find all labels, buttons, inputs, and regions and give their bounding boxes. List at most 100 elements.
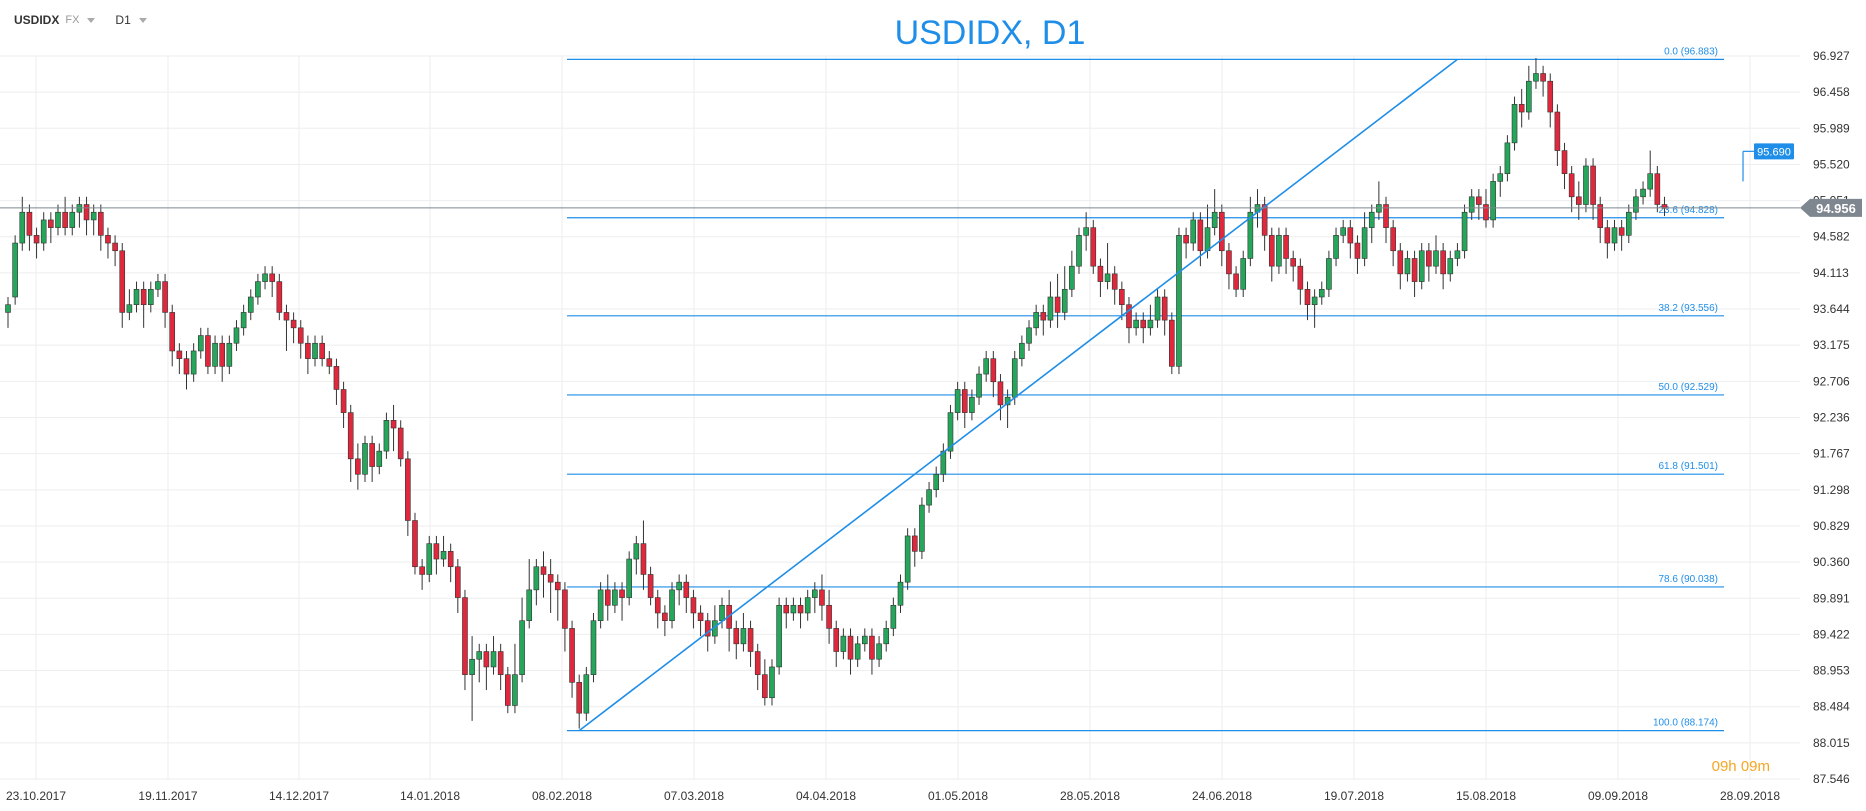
candle-body bbox=[1654, 173, 1661, 205]
candle bbox=[69, 204, 76, 236]
candle bbox=[1154, 289, 1161, 328]
candle-body bbox=[633, 543, 640, 560]
candle bbox=[455, 559, 461, 613]
candle-body bbox=[1026, 327, 1032, 344]
candle bbox=[1340, 219, 1346, 244]
candle-body bbox=[376, 450, 383, 467]
candle bbox=[804, 589, 811, 621]
price-axis[interactable]: 96.92796.45895.98995.52095.05194.58294.1… bbox=[1800, 49, 1862, 786]
candle-body bbox=[1061, 288, 1068, 313]
candle-body bbox=[897, 581, 904, 606]
candle-body bbox=[654, 597, 661, 614]
candle-body bbox=[269, 273, 275, 282]
current-price-tag-shape bbox=[1800, 198, 1862, 217]
candle bbox=[933, 466, 940, 498]
candle-body bbox=[812, 589, 818, 598]
candle bbox=[926, 481, 932, 513]
price-tick-label: 91.298 bbox=[1813, 483, 1850, 497]
candle bbox=[183, 350, 190, 390]
candle bbox=[883, 620, 890, 652]
candle bbox=[483, 643, 490, 691]
date-tick-label: 01.05.2018 bbox=[928, 789, 988, 803]
candle-body bbox=[383, 420, 390, 452]
fib-level-label: 50.0 (92.529) bbox=[1659, 382, 1719, 393]
candle bbox=[1326, 250, 1332, 297]
candle bbox=[669, 582, 675, 629]
candle-body bbox=[1297, 265, 1304, 290]
candle-body bbox=[940, 450, 947, 475]
candle-body bbox=[904, 535, 911, 583]
candle-body bbox=[90, 211, 97, 221]
candle bbox=[1311, 289, 1318, 328]
trend-line bbox=[578, 58, 1458, 732]
candle-body bbox=[98, 211, 104, 236]
candle bbox=[1504, 135, 1511, 182]
candle bbox=[1447, 250, 1454, 282]
timeframe-selector[interactable]: D1 bbox=[115, 13, 131, 27]
candle-body bbox=[69, 211, 76, 228]
candle bbox=[1604, 219, 1611, 259]
candle-body bbox=[1504, 142, 1511, 174]
candle-body bbox=[676, 581, 682, 591]
candle bbox=[576, 674, 583, 729]
candle bbox=[612, 582, 618, 613]
fib-level-label: 38.2 (93.556) bbox=[1659, 303, 1719, 314]
candle-body bbox=[283, 312, 290, 321]
candle bbox=[1318, 281, 1325, 305]
candle bbox=[626, 551, 632, 606]
candle-body bbox=[1133, 319, 1139, 329]
candle-body bbox=[797, 604, 804, 614]
candle-body bbox=[612, 589, 618, 606]
candle-body bbox=[1290, 258, 1296, 267]
candle-body bbox=[169, 312, 176, 352]
candle bbox=[1526, 65, 1532, 120]
candle-body bbox=[190, 350, 197, 375]
candle bbox=[397, 420, 404, 467]
candle bbox=[255, 273, 261, 305]
candle-body bbox=[112, 242, 118, 252]
candle bbox=[854, 636, 861, 667]
symbol-label[interactable]: USDIDX bbox=[14, 13, 60, 27]
candle-body bbox=[1268, 235, 1275, 267]
candle-body bbox=[276, 281, 283, 313]
candle bbox=[633, 535, 640, 575]
candle bbox=[747, 620, 754, 667]
candle bbox=[726, 589, 732, 652]
candle-body bbox=[1590, 165, 1596, 205]
fib-level-label: 0.0 (96.883) bbox=[1664, 46, 1718, 57]
candle bbox=[1533, 58, 1539, 89]
price-tick-label: 94.582 bbox=[1813, 230, 1850, 244]
fibonacci-retracement[interactable]: 0.0 (96.883) 23.6 (94.828) 38.2 (93.556) 50… bbox=[567, 46, 1724, 732]
candle bbox=[405, 451, 411, 536]
candle bbox=[98, 204, 104, 251]
candle-body bbox=[1554, 111, 1561, 151]
candle-body bbox=[954, 389, 961, 413]
candle bbox=[897, 574, 904, 613]
chart-toolbar: USDIDX FX D1 bbox=[14, 10, 147, 30]
candle bbox=[319, 335, 325, 367]
candle-body bbox=[1454, 250, 1461, 259]
price-tick-label: 96.927 bbox=[1813, 49, 1850, 63]
candle-body bbox=[12, 242, 18, 298]
chevron-down-icon[interactable] bbox=[87, 17, 96, 23]
candle-body bbox=[1276, 235, 1282, 267]
candle bbox=[412, 512, 418, 575]
candle-body bbox=[1247, 211, 1254, 259]
candle bbox=[176, 343, 183, 375]
chevron-down-icon[interactable] bbox=[138, 17, 147, 23]
candle bbox=[1161, 289, 1168, 336]
candle-body bbox=[747, 628, 754, 652]
candle bbox=[1654, 165, 1661, 213]
time-axis[interactable]: 23.10.2017 19.11.2017 14.12.2017 14.01.2018… bbox=[6, 789, 1780, 803]
candle-body bbox=[576, 682, 583, 714]
date-tick-label: 19.07.2018 bbox=[1324, 789, 1384, 803]
candle-body bbox=[626, 558, 632, 598]
candle bbox=[283, 304, 290, 351]
candle-body bbox=[455, 566, 461, 598]
current-price-tag: 94.956 bbox=[1800, 198, 1862, 217]
candle bbox=[519, 597, 525, 683]
candle-body bbox=[1576, 196, 1582, 205]
candle bbox=[676, 574, 682, 606]
candle-body bbox=[483, 651, 490, 668]
